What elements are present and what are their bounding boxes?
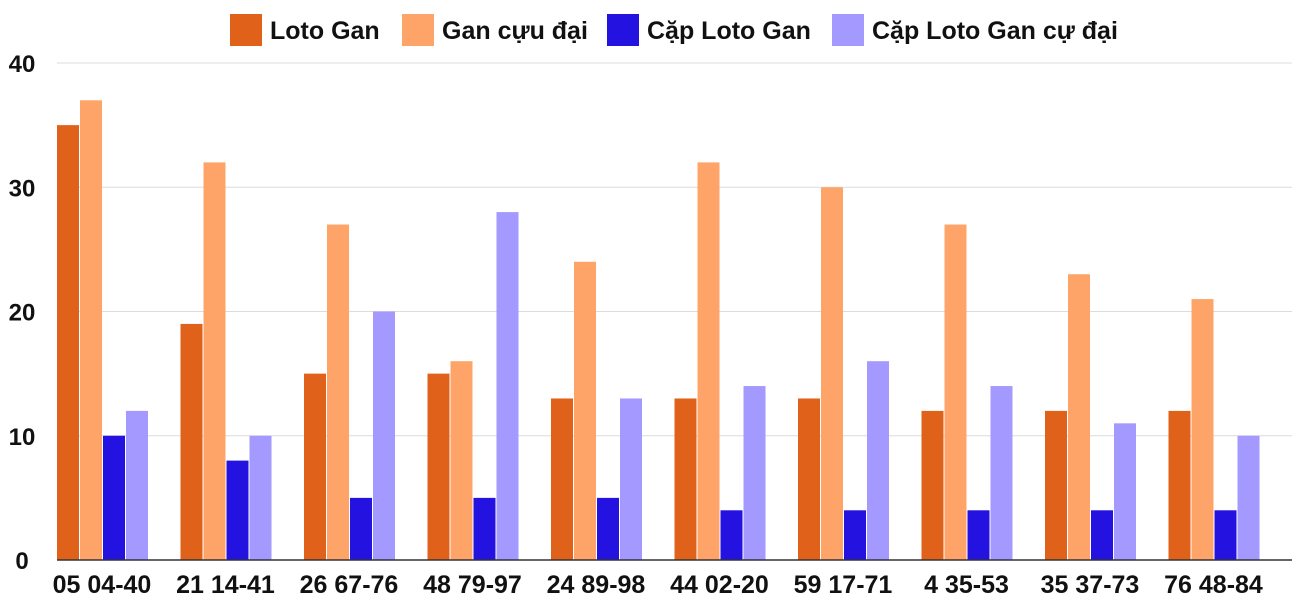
bar-c-p-loto-gan-4: [597, 497, 619, 560]
x-tick-label: 24 89-98: [547, 571, 646, 599]
legend-label: Gan cựu đại: [442, 17, 588, 45]
bar-c-p-loto-gan-c-i-9: [1237, 435, 1260, 560]
bar-c-p-loto-gan-0: [103, 435, 125, 560]
legend-label: Cặp Loto Gan cự đại: [872, 17, 1118, 45]
y-tick-label: 40: [9, 51, 36, 78]
x-tick-label: 48 79-97: [423, 571, 522, 599]
gridlines: [57, 62, 1292, 437]
bar-c-p-loto-gan-c-i-1: [249, 435, 272, 560]
bar-c-p-loto-gan-9: [1214, 510, 1237, 560]
legend-swatch: [402, 14, 434, 46]
bars: [57, 100, 1260, 561]
bar-c-p-loto-gan-c-i-2: [373, 311, 395, 560]
bar-c-p-loto-gan-6: [844, 510, 866, 560]
bar-c-p-loto-gan-c-i-3: [496, 212, 519, 560]
bar-c-p-loto-gan-c-i-0: [126, 410, 148, 560]
bar-loto-gan-8: [1045, 410, 1067, 560]
bar-loto-gan-6: [798, 398, 820, 560]
bar-loto-gan-2: [304, 373, 326, 560]
bar-c-p-loto-gan-c-i-5: [743, 386, 766, 560]
x-tick-label: 35 37-73: [1041, 571, 1140, 599]
bar-loto-gan-7: [921, 410, 944, 560]
x-tick-label: 76 48-84: [1164, 571, 1263, 599]
bar-gan-c-u-i-6: [821, 187, 843, 560]
bar-gan-c-u-i-5: [697, 162, 720, 560]
legend-swatch: [230, 14, 262, 46]
bar-c-p-loto-gan-3: [473, 497, 496, 560]
bar-gan-c-u-i-9: [1191, 299, 1214, 560]
bar-c-p-loto-gan-7: [967, 510, 990, 560]
x-tick-label: 4 35-53: [924, 571, 1009, 599]
bar-gan-c-u-i-8: [1068, 274, 1090, 560]
y-tick-label: 0: [15, 548, 28, 575]
legend-label: Loto Gan: [270, 17, 380, 45]
bar-loto-gan-5: [674, 398, 697, 560]
bar-loto-gan-9: [1168, 410, 1191, 560]
x-tick-label: 59 17-71: [794, 571, 893, 599]
y-axis-ticks: 0 10 20 30 40: [9, 51, 36, 575]
bar-gan-c-u-i-0: [80, 100, 102, 561]
bar-gan-c-u-i-2: [327, 224, 349, 560]
bar-loto-gan-0: [57, 125, 79, 560]
bar-c-p-loto-gan-1: [226, 460, 249, 560]
x-tick-label: 21 14-41: [176, 571, 275, 599]
y-tick-label: 20: [9, 300, 36, 327]
y-tick-label: 10: [9, 424, 36, 451]
bar-loto-gan-1: [180, 323, 203, 560]
legend-swatch: [607, 14, 639, 46]
x-tick-label: 26 67-76: [300, 571, 399, 599]
bar-loto-gan-3: [427, 373, 450, 560]
x-tick-label: 44 02-20: [670, 571, 769, 599]
bar-c-p-loto-gan-5: [720, 510, 743, 560]
bar-c-p-loto-gan-c-i-7: [990, 386, 1013, 560]
bar-gan-c-u-i-7: [944, 224, 967, 560]
bar-gan-c-u-i-4: [574, 261, 596, 560]
bar-c-p-loto-gan-c-i-6: [867, 361, 889, 560]
legend-label: Cặp Loto Gan: [647, 17, 811, 45]
bar-c-p-loto-gan-c-i-8: [1114, 423, 1136, 560]
x-tick-label: 05 04-40: [53, 571, 152, 599]
bar-c-p-loto-gan-2: [350, 497, 372, 560]
bar-c-p-loto-gan-c-i-4: [620, 398, 642, 560]
y-tick-label: 30: [9, 175, 36, 202]
x-axis-ticks: 05 04-40 21 14-41 26 67-76 48 79-97 24 89-98…: [53, 571, 1263, 599]
legend-swatch: [832, 14, 864, 46]
bar-loto-gan-4: [551, 398, 573, 560]
legend: Loto Gan Gan cựu đại Cặp Loto Gan Cặp Loto …: [230, 14, 1118, 46]
bar-c-p-loto-gan-8: [1091, 510, 1113, 560]
bar-gan-c-u-i-3: [450, 361, 473, 560]
bar-gan-c-u-i-1: [203, 162, 226, 560]
